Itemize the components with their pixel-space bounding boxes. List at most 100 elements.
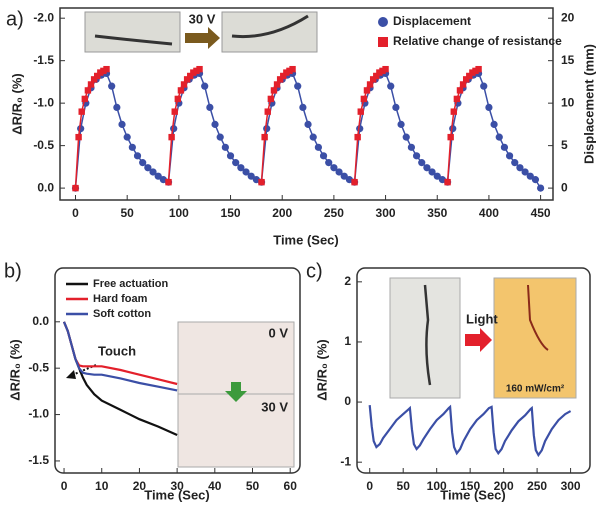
x-tick-label: 350 (427, 206, 447, 220)
point (258, 178, 265, 186)
point (423, 164, 431, 172)
point (466, 72, 473, 80)
x-tick-label: 250 (324, 206, 344, 220)
y-tick-label: -0.5 (33, 138, 54, 152)
point (206, 103, 214, 111)
y2-tick-label: 10 (561, 95, 575, 109)
x-tick-label: 20 (133, 479, 147, 493)
annotation: Touch (98, 343, 136, 358)
point (72, 184, 79, 192)
point (447, 133, 454, 141)
y2-tick-label: 15 (561, 53, 575, 67)
y-axis-title: ΔR/R₀ (%) (314, 339, 329, 400)
y-tick-label: -1.5 (28, 453, 49, 467)
legend-label: Free actuation (93, 278, 168, 290)
inset-strip (231, 14, 309, 39)
legend-label: Hard foam (93, 293, 148, 305)
x-axis-title: Time (Sec) (144, 487, 210, 502)
point (144, 164, 152, 172)
inset-strip (94, 34, 173, 46)
y2-axis-title: Displacement (mm) (581, 44, 596, 164)
x-tick-label: 60 (284, 479, 298, 493)
point (500, 143, 509, 151)
y-tick-label: 0 (344, 394, 351, 408)
point (237, 164, 245, 172)
point (174, 95, 182, 103)
point (180, 81, 188, 88)
x-tick-label: 450 (531, 206, 551, 220)
point (392, 103, 400, 111)
x-tick-label: 150 (460, 479, 480, 493)
y2-tick-label: 0 (561, 180, 568, 194)
arrowhead (66, 370, 76, 379)
point (183, 76, 191, 83)
point (168, 133, 175, 141)
y-tick-label: 0.0 (32, 314, 49, 328)
inset-strip (423, 284, 432, 386)
legend-marker (378, 37, 388, 47)
point (216, 133, 224, 141)
y2-tick-label: 20 (561, 10, 575, 24)
x-tick-label: 50 (397, 479, 411, 493)
x-tick-label: 40 (208, 479, 222, 493)
point (211, 120, 219, 128)
inset-photo (493, 277, 577, 399)
point (270, 87, 278, 94)
point (154, 172, 162, 180)
point (273, 81, 281, 88)
point (226, 152, 235, 160)
y-tick-label: -2.0 (33, 10, 54, 24)
point (123, 133, 131, 141)
y-tick-label: 0.0 (37, 180, 54, 194)
point (242, 168, 250, 176)
point (382, 65, 389, 73)
point (366, 81, 374, 88)
point (407, 143, 416, 151)
point (505, 152, 514, 160)
x-axis-title: Time (Sec) (273, 232, 339, 247)
point (418, 159, 426, 167)
x-tick-label: 0 (61, 479, 68, 493)
x-tick-label: 0 (72, 206, 79, 220)
x-tick-label: 50 (246, 479, 260, 493)
point (369, 76, 377, 83)
x-axis-title: Time (Sec) (440, 487, 506, 502)
point (221, 143, 229, 151)
point (453, 95, 461, 103)
y-tick-label: -1 (340, 454, 351, 468)
panel-label: a) (6, 8, 24, 30)
arrow (465, 328, 492, 352)
annotation: 0 V (268, 325, 288, 340)
point (490, 120, 498, 128)
point (340, 172, 348, 180)
point (113, 103, 121, 111)
point (335, 168, 343, 176)
arrow (185, 27, 220, 49)
point (360, 95, 368, 103)
point (319, 152, 328, 160)
point (171, 108, 178, 115)
x-tick-label: 400 (479, 206, 499, 220)
point (314, 143, 322, 151)
annotation: 30 V (261, 399, 288, 414)
point (196, 65, 203, 73)
point (354, 133, 361, 141)
point (81, 95, 89, 103)
point (516, 164, 524, 172)
point (267, 95, 275, 103)
point (444, 178, 451, 186)
point (462, 76, 470, 83)
annotation: Light (466, 311, 498, 326)
legend-label: Displacement (393, 14, 471, 28)
point (149, 168, 157, 176)
point (412, 152, 421, 160)
point (90, 76, 98, 83)
series-line (368, 404, 572, 458)
arrow (225, 382, 247, 402)
point (428, 168, 436, 176)
x-tick-label: 0 (366, 479, 373, 493)
point (289, 65, 296, 73)
legend-label: Relative change of resistance (393, 34, 562, 48)
panel-label: c) (306, 260, 323, 282)
point (201, 82, 209, 90)
